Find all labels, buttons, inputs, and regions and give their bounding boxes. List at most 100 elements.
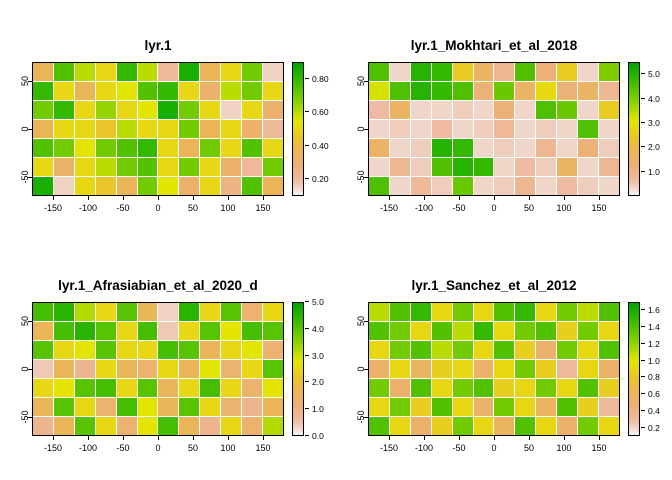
heatmap-cell (389, 63, 410, 81)
heatmap-cell (494, 417, 515, 435)
heatmap-cell (179, 360, 200, 378)
heatmap-cell (263, 303, 283, 321)
heatmap-cell (33, 417, 53, 435)
heatmap-cell (515, 82, 536, 100)
x-tick-mark (389, 436, 390, 440)
heatmap-cell (369, 417, 389, 435)
heatmap-cell (116, 322, 137, 340)
legend-tick-mark (641, 359, 645, 361)
y-tick-mark (28, 176, 32, 178)
heatmap-cell (369, 398, 389, 416)
legend-tick-label: 3.0 (648, 117, 660, 128)
x-tick-label: 50 (187, 203, 199, 213)
heatmap-cell (473, 63, 494, 81)
heatmap-cell (158, 101, 179, 119)
heatmap-cell (557, 303, 578, 321)
heatmap-cell (494, 177, 515, 195)
legend-tick-label: 1.4 (648, 322, 660, 333)
heatmap-cell (179, 379, 200, 397)
heatmap-cell (599, 120, 619, 138)
legend-tick-mark (641, 426, 645, 428)
heatmap-cell (494, 101, 515, 119)
x-tick-label: 50 (523, 443, 535, 453)
x-tick-label: 100 (220, 203, 236, 213)
heatmap-cell (263, 120, 283, 138)
heatmap-cell (137, 417, 158, 435)
heatmap-cell (536, 303, 557, 321)
heatmap-cell (515, 101, 536, 119)
heatmap-cell (179, 63, 200, 81)
heatmap-cell (431, 158, 452, 176)
heatmap-cell (116, 139, 137, 157)
y-tick-label: 0 (20, 366, 30, 372)
legend-tick-mark (641, 409, 645, 411)
heatmap-cell (200, 398, 221, 416)
x-tick-label: -150 (43, 203, 63, 213)
heatmap-cell (263, 158, 283, 176)
heatmap-cell (263, 63, 283, 81)
heatmap-cell (53, 398, 74, 416)
heatmap-cell (158, 341, 179, 359)
heatmap-cell (557, 360, 578, 378)
y-tick-mark (364, 176, 368, 178)
heatmap-cell (200, 303, 221, 321)
heatmap-cell (599, 360, 619, 378)
heatmap-cell (74, 82, 95, 100)
heatmap-cell (599, 341, 619, 359)
heatmap-cell (200, 379, 221, 397)
heatmap-cell (95, 379, 116, 397)
x-tick-mark (53, 436, 54, 440)
heatmap-cell (599, 379, 619, 397)
heatmap-cell (578, 398, 599, 416)
heatmap-cell (410, 341, 431, 359)
heatmap-cell (242, 341, 263, 359)
heatmap-cell (369, 360, 389, 378)
x-tick-label: 0 (155, 443, 161, 453)
x-tick-mark (459, 196, 460, 200)
x-tick-mark (564, 196, 565, 200)
heatmap-cell (53, 120, 74, 138)
heatmap-cell (33, 341, 53, 359)
x-tick-mark (123, 436, 124, 440)
panel-lyr-1-mokhtari: lyr.1_Mokhtari_et_al_2018 50 0 -50 -150 -10… (336, 0, 672, 240)
heatmap-cell (33, 63, 53, 81)
heatmap-cell (473, 177, 494, 195)
heatmap-cell (158, 303, 179, 321)
heatmap-cell (578, 82, 599, 100)
heatmap-cell (515, 120, 536, 138)
heatmap-cell (33, 379, 53, 397)
heatmap-cell (557, 341, 578, 359)
heatmap-cell (369, 158, 389, 176)
x-axis: -150 -100 -50 0 50 100 150 (32, 436, 284, 466)
heatmap-cell (242, 82, 263, 100)
heatmap-cell (431, 417, 452, 435)
x-axis: -150 -100 -50 0 50 100 150 (368, 436, 620, 466)
heatmap-cell (578, 177, 599, 195)
heatmap-cell (74, 341, 95, 359)
heatmap-cell (179, 303, 200, 321)
x-tick-mark (263, 436, 264, 440)
x-tick-mark (158, 196, 159, 200)
x-tick-label: 150 (591, 443, 607, 453)
legend-tick-label: 1.6 (648, 305, 660, 316)
heatmap-cell (242, 101, 263, 119)
heatmap-cell (33, 398, 53, 416)
x-tick-label: -50 (116, 443, 130, 453)
heatmap-cell (33, 158, 53, 176)
heatmap-cell (116, 360, 137, 378)
heatmap-cell (410, 120, 431, 138)
heatmap-cell (389, 82, 410, 100)
legend-tick-mark (305, 77, 309, 79)
heatmap-cell (242, 158, 263, 176)
heatmap-cell (515, 398, 536, 416)
heatmap-cell (74, 322, 95, 340)
heatmap-cell (515, 158, 536, 176)
legend: 1.0 2.0 3.0 4.0 5.0 (628, 62, 670, 196)
heatmap-cell (473, 341, 494, 359)
heatmap-cell (389, 101, 410, 119)
heatmap-cell (179, 398, 200, 416)
y-tick-label: 50 (20, 76, 30, 87)
heatmap-cell (389, 322, 410, 340)
heatmap-cell (74, 158, 95, 176)
heatmap-cell (599, 158, 619, 176)
